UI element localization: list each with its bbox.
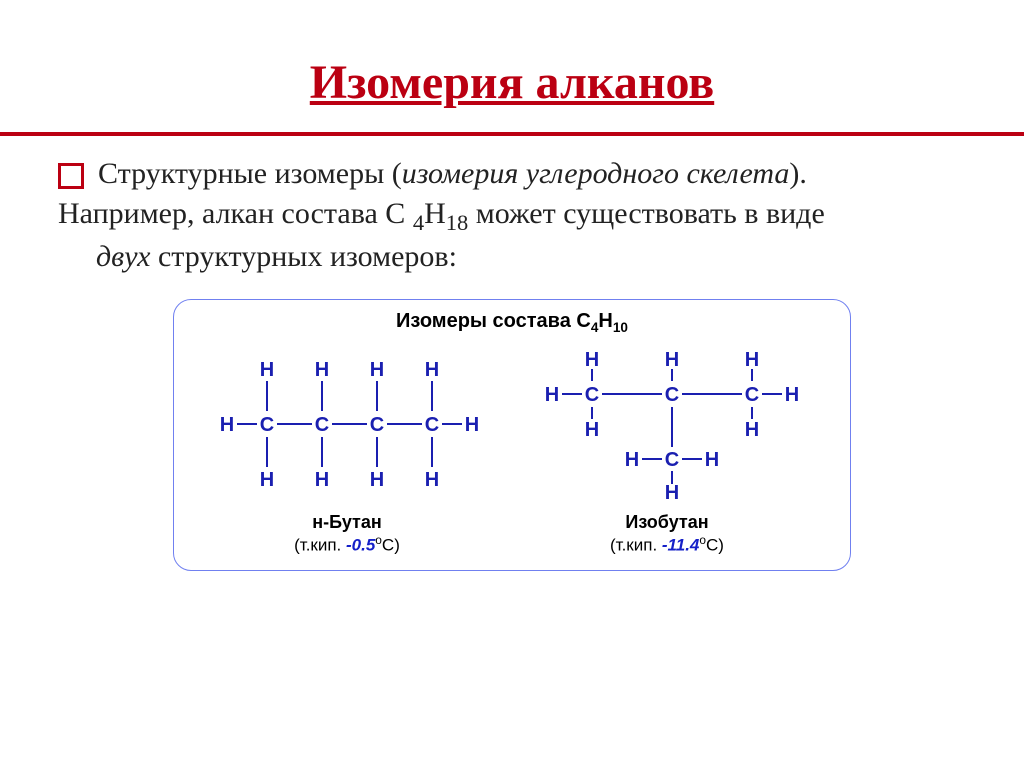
- butane-name: н-Бутан: [207, 512, 487, 533]
- line2-b: может существовать в виде: [468, 197, 825, 230]
- svg-text:H: H: [705, 449, 719, 471]
- svg-text:H: H: [220, 414, 234, 436]
- isobutane-structure: C C C C H H H H H H: [517, 339, 817, 556]
- svg-text:C: C: [665, 384, 679, 406]
- isobutane-temp-value: -11.4: [662, 536, 700, 555]
- svg-text:H: H: [260, 359, 274, 381]
- line2: Например, алкан состава С 4Н18 может сущ…: [58, 194, 966, 238]
- bullet-icon: [58, 163, 84, 189]
- svg-text:H: H: [465, 414, 479, 436]
- butane-temp-value: -0.5: [346, 536, 375, 555]
- svg-text:H: H: [260, 469, 274, 491]
- isobutane-name: Изобутан: [517, 512, 817, 533]
- svg-text:H: H: [785, 384, 799, 406]
- line1-plain: Структурные изомеры (: [98, 157, 402, 190]
- svg-text:H: H: [425, 359, 439, 381]
- line3: двух структурных изомеров:: [96, 237, 966, 277]
- svg-text:H: H: [625, 449, 639, 471]
- svg-text:H: H: [545, 384, 559, 406]
- svg-text:H: H: [425, 469, 439, 491]
- svg-text:H: H: [585, 419, 599, 441]
- title-rule: [0, 132, 1024, 136]
- svg-text:H: H: [315, 359, 329, 381]
- diagram-box: Изомеры состава С4Н10 C C C C H: [173, 299, 851, 571]
- line2-h18: 18: [446, 210, 469, 235]
- body-text: Структурные изомеры (изомерия углеродног…: [58, 154, 966, 277]
- dtitle-h: Н: [598, 310, 612, 332]
- line3-italic: двух: [96, 240, 150, 273]
- structures-row: C C C C H H H H H H H H H: [192, 339, 832, 556]
- bullet-line-1: Структурные изомеры (изомерия углеродног…: [58, 154, 966, 194]
- slide-title: Изомерия алканов: [310, 55, 714, 110]
- butane-temp-suffix: С): [382, 536, 400, 555]
- isobutane-svg: C C C C H H H H H H: [517, 339, 817, 504]
- title-area: Изомерия алканов: [0, 0, 1024, 110]
- svg-text:H: H: [665, 349, 679, 371]
- slide: Изомерия алканов Структурные изомеры (из…: [0, 0, 1024, 767]
- svg-text:C: C: [370, 414, 384, 436]
- svg-text:H: H: [315, 469, 329, 491]
- line1-close: ).: [789, 157, 807, 190]
- line2-c4: 4: [413, 210, 424, 235]
- svg-text:C: C: [315, 414, 329, 436]
- svg-text:H: H: [665, 482, 679, 504]
- svg-text:H: H: [745, 419, 759, 441]
- svg-text:C: C: [585, 384, 599, 406]
- isobutane-temp-suffix: С): [706, 536, 724, 555]
- svg-text:C: C: [260, 414, 274, 436]
- line2-h: Н: [424, 197, 446, 230]
- line1: Структурные изомеры (изомерия углеродног…: [98, 154, 807, 194]
- svg-text:H: H: [745, 349, 759, 371]
- svg-text:H: H: [370, 359, 384, 381]
- isobutane-temp: (т.кип. -11.4oС): [517, 533, 817, 556]
- svg-text:C: C: [745, 384, 759, 406]
- svg-text:C: C: [665, 449, 679, 471]
- diagram-title: Изомеры состава С4Н10: [192, 310, 832, 335]
- isobutane-temp-prefix: (т.кип.: [610, 536, 662, 555]
- line3-plain: структурных изомеров:: [150, 240, 456, 273]
- line1-italic: изомерия углеродного скелета: [402, 157, 790, 190]
- butane-svg: C C C C H H H H H H H H H: [207, 339, 487, 504]
- butane-structure: C C C C H H H H H H H H H: [207, 339, 487, 556]
- line2-a: Например, алкан состава С: [58, 197, 413, 230]
- dtitle-a: Изомеры состава С: [396, 310, 591, 332]
- svg-text:C: C: [425, 414, 439, 436]
- svg-text:H: H: [585, 349, 599, 371]
- butane-temp: (т.кип. -0.5oС): [207, 533, 487, 556]
- svg-text:H: H: [370, 469, 384, 491]
- butane-temp-prefix: (т.кип.: [294, 536, 346, 555]
- dtitle-h10: 10: [613, 320, 628, 335]
